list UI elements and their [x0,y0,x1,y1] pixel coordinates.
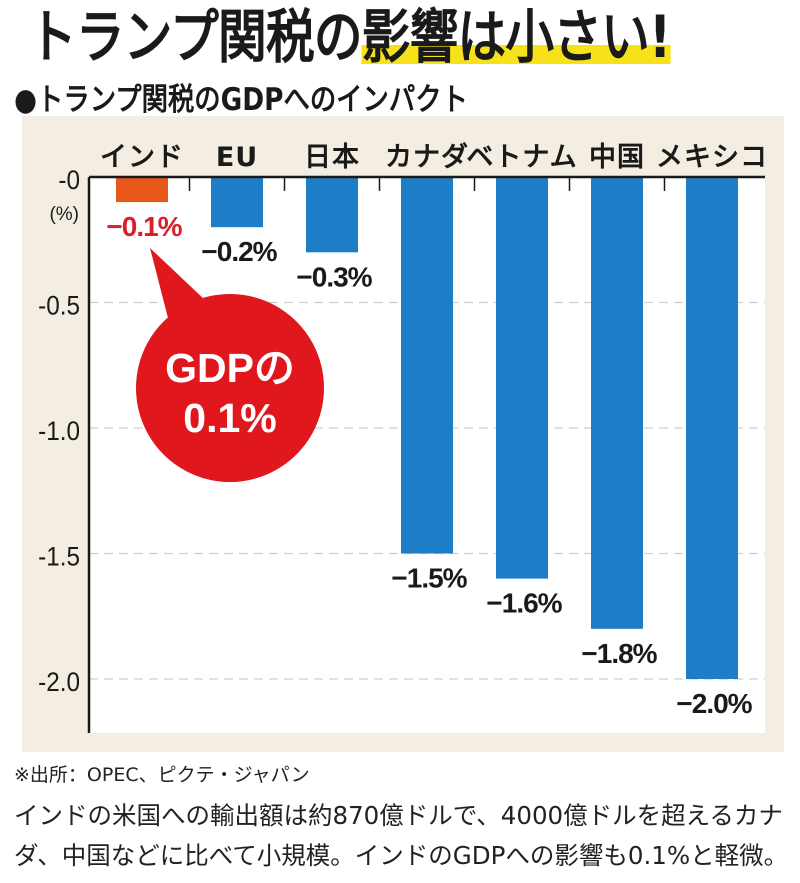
callout-line1: GDPの [165,345,295,391]
category-label: メキシコ [656,142,768,173]
bar [116,177,168,203]
y-tick-label: -0 [58,166,80,195]
data-label: −2.0% [676,688,752,719]
callout-line2: 0.1% [183,395,276,441]
category-label: 日本 [304,142,360,173]
category-label: カナダ [385,141,469,173]
category-label: 中国 [589,142,645,173]
source-note: ※出所：OPEC、ピクテ・ジャパン [14,764,310,786]
data-label: −1.6% [486,588,562,619]
caption-text: インドの米国への輸出額は約870億ドルで、4000億ドルを超えるカナダ、中国など… [14,801,789,870]
bar [306,177,358,253]
bar [211,177,263,228]
bar [401,177,453,554]
title-highlight: 影響は小さい! [361,3,671,71]
callout: GDPの 0.1% [136,248,324,482]
chart-subtitle: ●トランプ関税のGDPへのインパクト [14,82,468,118]
bar [591,177,643,629]
bar [686,177,738,679]
callout-tail [150,248,205,318]
y-tick-label: -0.5 [38,291,80,320]
data-label: −0.3% [296,261,372,292]
data-label: −1.8% [581,638,657,669]
callout-circle [136,294,324,482]
bar [496,177,548,579]
y-tick-label: -1.0 [38,417,80,446]
y-axis-unit: (%) [49,204,79,225]
page-title: トランプ関税の影響は小さい! [28,3,671,71]
category-label: インド [100,142,184,173]
title-prefix: トランプ関税の [28,3,363,71]
data-label: −0.2% [201,236,277,267]
y-tick-label: -2.0 [38,668,80,697]
data-label: −0.1% [106,211,182,242]
category-label: EU [216,142,258,173]
data-label: −1.5% [391,563,467,594]
category-label: ベトナム [466,142,577,173]
y-tick-label: -1.5 [38,542,80,571]
